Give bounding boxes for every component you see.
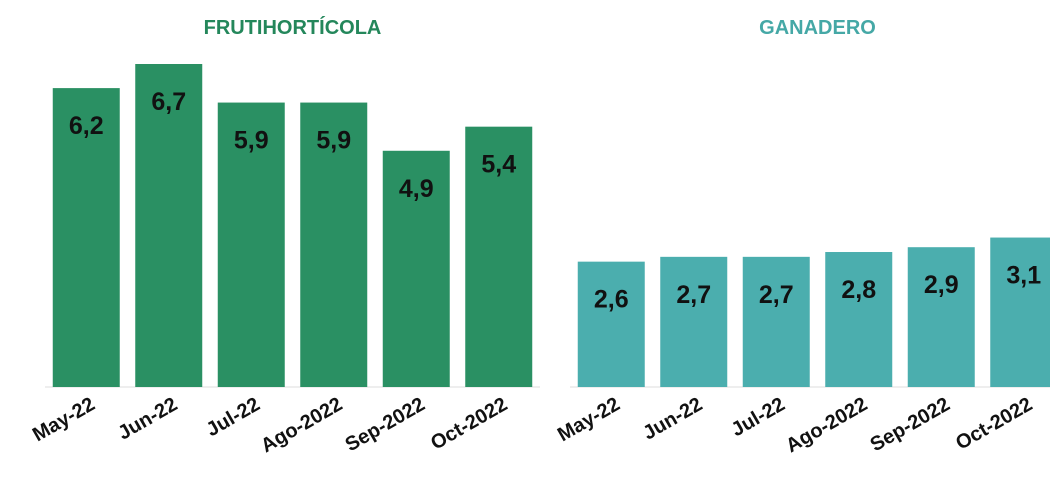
bar (300, 102, 368, 387)
value-label: 2,9 (924, 271, 959, 299)
bar (990, 237, 1050, 387)
bar (660, 256, 728, 387)
value-label: 2,6 (594, 286, 629, 314)
x-tick-label: Jul-22 (728, 393, 789, 441)
bar (217, 102, 285, 387)
value-label: 4,9 (399, 175, 434, 203)
bar (52, 88, 120, 387)
value-label: 3,1 (1006, 262, 1041, 290)
value-label: 2,7 (676, 281, 711, 309)
x-tick-label: May-22 (29, 393, 99, 446)
x-tick-label: Ago-2022 (257, 393, 346, 457)
value-label: 5,4 (481, 151, 516, 179)
bar (577, 261, 645, 387)
bar (135, 64, 203, 387)
x-tick-label: Jun-22 (114, 393, 181, 444)
x-tick-label: Jun-22 (639, 393, 706, 444)
value-label: 2,7 (759, 281, 794, 309)
value-label: 5,9 (234, 127, 269, 155)
value-label: 2,8 (841, 276, 876, 304)
bar (465, 126, 533, 388)
value-label: 6,7 (151, 88, 186, 116)
value-label: 6,2 (69, 112, 104, 140)
x-tick-label: May-22 (554, 393, 624, 446)
x-tick-label: Oct-2022 (427, 393, 511, 454)
value-label: 5,9 (316, 127, 351, 155)
chart-title: FRUTIHORTÍCOLA (204, 16, 382, 39)
x-tick-label: Sep-2022 (867, 393, 954, 456)
bar (382, 150, 450, 387)
x-tick-label: Ago-2022 (782, 393, 871, 457)
x-tick-label: Jul-22 (203, 393, 264, 441)
x-tick-label: Oct-2022 (952, 393, 1036, 454)
bar (742, 256, 810, 387)
bar (825, 252, 893, 387)
chart-title: GANADERO (759, 17, 876, 39)
x-tick-label: Sep-2022 (342, 393, 429, 456)
bar (907, 247, 975, 387)
